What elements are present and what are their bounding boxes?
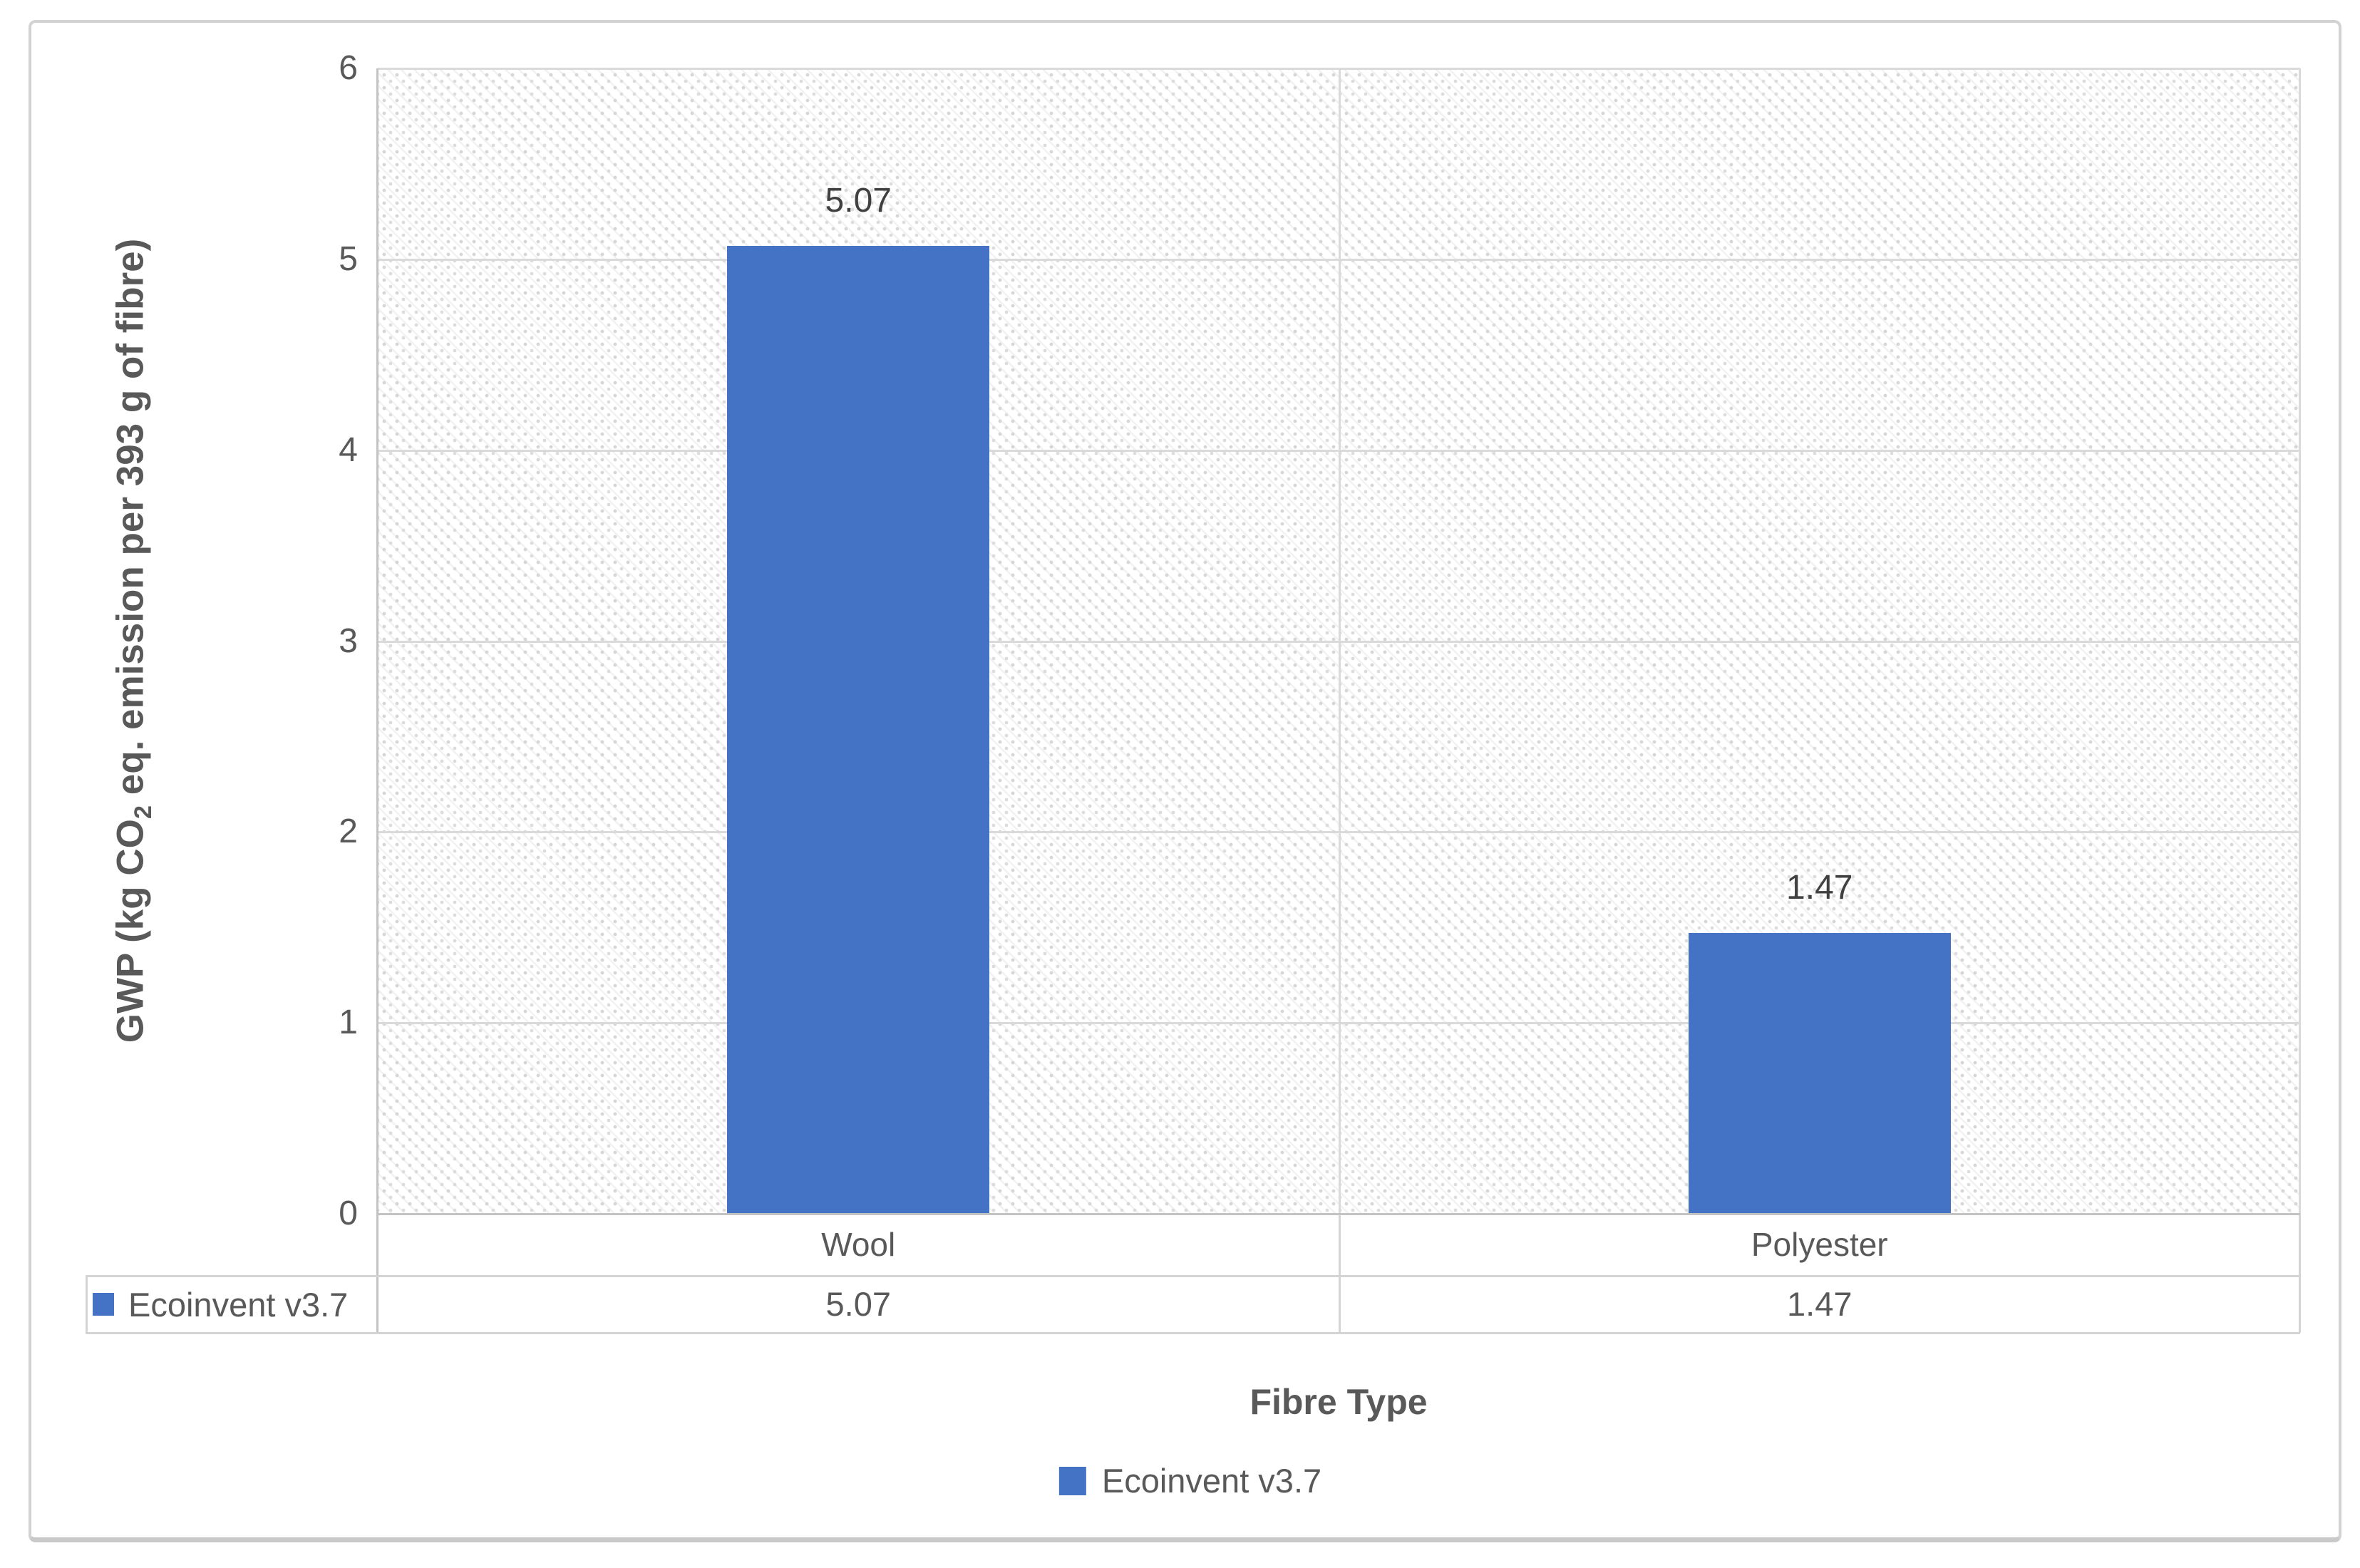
- category-label-wool: Wool: [821, 1226, 896, 1263]
- category-label-polyester: Polyester: [1751, 1226, 1888, 1263]
- table-right-vertical: [2299, 1214, 2301, 1333]
- y-tick-label-6: 6: [339, 49, 358, 87]
- y-tick-label-5: 5: [339, 239, 358, 278]
- series-name-label: Ecoinvent v3.7: [128, 1285, 349, 1324]
- x-axis-line: [378, 1213, 2300, 1215]
- series-color-swatch: [93, 1293, 114, 1316]
- table-divider-vertical: [1338, 1214, 1341, 1333]
- table-value-wool: 5.07: [825, 1285, 891, 1323]
- data-table-legend-cell: Ecoinvent v3.7: [86, 1276, 378, 1333]
- y-axis-title-subscript: 2: [130, 805, 158, 820]
- y-axis-line: [376, 68, 378, 1333]
- y-tick-label-4: 4: [339, 430, 358, 469]
- legend: Ecoinvent v3.7: [1058, 1461, 1322, 1501]
- y-tick-label-0: 0: [339, 1195, 358, 1232]
- table-top-border: [86, 1275, 2300, 1277]
- category-divider-gridline: [1338, 68, 1341, 1214]
- table-value-polyester: 1.47: [1787, 1285, 1853, 1323]
- bar-wool: [727, 246, 990, 1214]
- chart-frame: GWP (kg CO2 eq. emission per 393 g of fi…: [29, 20, 2341, 1542]
- table-bottom-border: [86, 1332, 2300, 1334]
- x-axis-title: Fibre Type: [1249, 1382, 1428, 1422]
- legend-series-label: Ecoinvent v3.7: [1101, 1462, 1322, 1500]
- y-axis-title-pre: GWP (kg CO: [109, 819, 152, 1043]
- y-axis-title-post: eq. emission per 393 g of fibre): [109, 238, 152, 805]
- y-tick-label-1: 1: [339, 1004, 358, 1042]
- y-tick-label-3: 3: [339, 621, 358, 660]
- plot-right-edge-line: [2299, 68, 2301, 1214]
- bar-value-label-wool: 5.07: [825, 182, 892, 220]
- table-left-border: [86, 1276, 88, 1333]
- plot-area: [378, 68, 2301, 1215]
- legend-color-swatch: [1058, 1467, 1086, 1495]
- bar-polyester: [1688, 933, 1951, 1214]
- y-axis-title: GWP (kg CO2 eq. emission per 393 g of fi…: [109, 238, 158, 1043]
- bar-value-label-polyester: 1.47: [1786, 869, 1853, 907]
- y-tick-label-2: 2: [339, 813, 358, 851]
